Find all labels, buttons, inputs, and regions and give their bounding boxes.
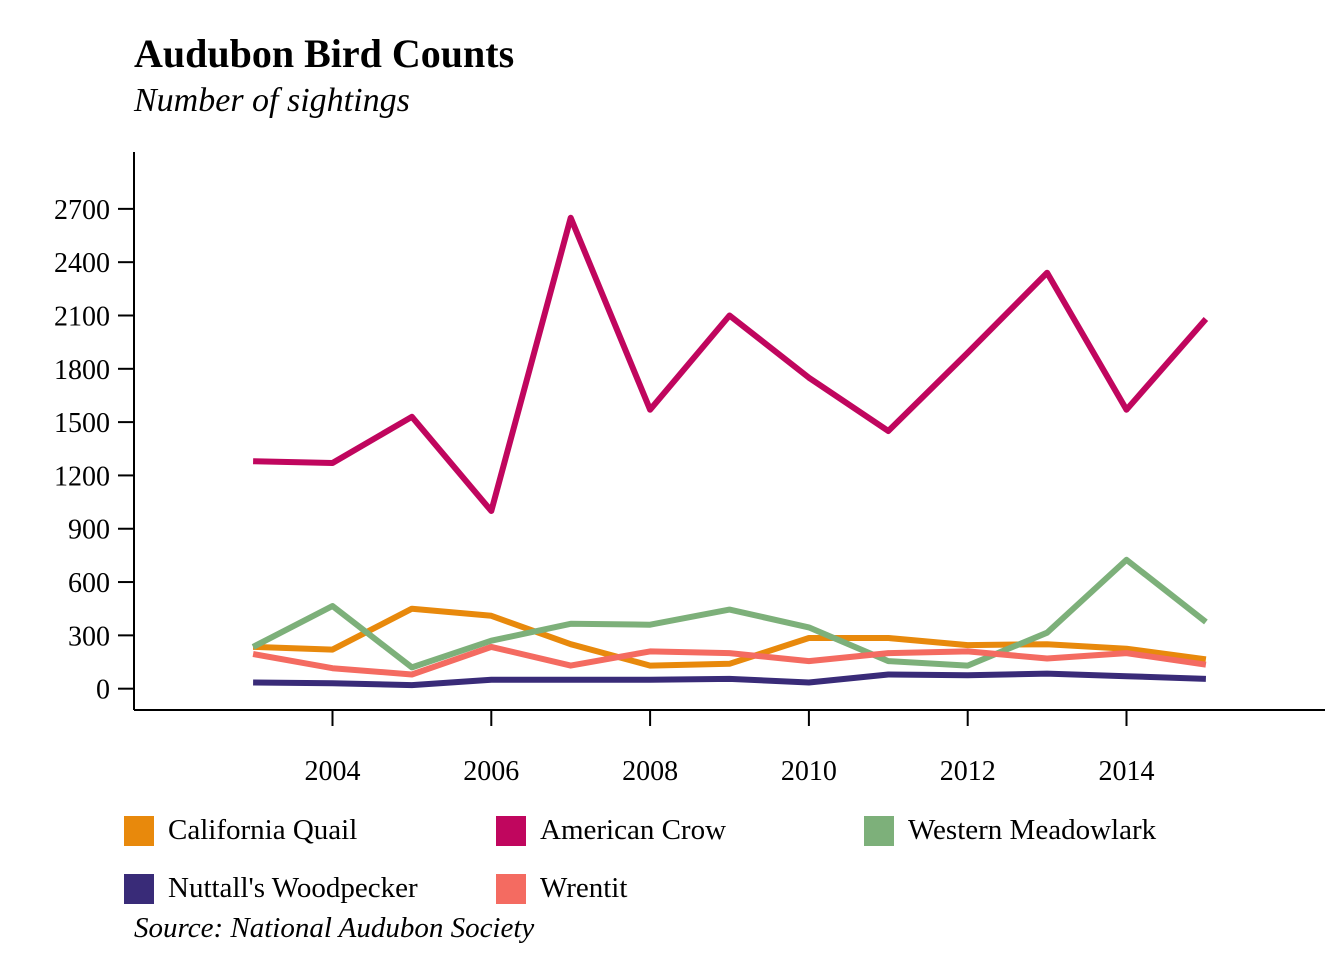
source-note: Source: National Audubon Society xyxy=(134,912,535,944)
legend-label: American Crow xyxy=(540,814,727,846)
legend-item-western-meadowlark: Western Meadowlark xyxy=(864,814,1156,847)
y-tick-label: 2700 xyxy=(54,195,110,226)
axes: 0 300 600 900 1200 1500 1800 2100 2400 2700 2004 20… xyxy=(54,152,1325,787)
series-layer xyxy=(251,214,1209,689)
y-tick-label: 1200 xyxy=(54,461,110,492)
legend-item-wrentit: Wrentit xyxy=(496,872,627,905)
legend-label: Nuttall's Woodpecker xyxy=(168,872,418,904)
series-line-western-meadowlark xyxy=(251,556,1208,671)
legend-label: Western Meadowlark xyxy=(908,814,1157,846)
series-line-american-crow xyxy=(253,214,1209,514)
legend-item-nuttall-s-woodpecker: Nuttall's Woodpecker xyxy=(124,872,418,905)
y-tick-label: 600 xyxy=(68,568,110,599)
x-tick-label: 2008 xyxy=(622,756,678,787)
y-tick-label: 300 xyxy=(68,621,110,652)
legend-swatch xyxy=(496,873,526,904)
x-tick-label: 2004 xyxy=(305,756,361,787)
legend-swatch xyxy=(124,873,154,904)
y-tick-label: 0 xyxy=(96,675,110,706)
y-tick-label: 1500 xyxy=(54,408,110,439)
y-tick-label: 900 xyxy=(68,515,110,546)
legend-swatch xyxy=(864,815,894,846)
chart-title: Audubon Bird Counts xyxy=(134,31,515,76)
x-tick-label: 2014 xyxy=(1099,756,1155,787)
series-line-california-quail xyxy=(252,605,1207,669)
series-line-wrentit xyxy=(252,643,1207,678)
legend-swatch xyxy=(124,815,154,846)
x-tick-label: 2006 xyxy=(463,756,519,787)
legend-item-california-quail: California Quail xyxy=(124,814,357,847)
legend-label: California Quail xyxy=(168,814,358,846)
y-tick-label: 2100 xyxy=(54,301,110,332)
legend-item-american-crow: American Crow xyxy=(496,814,726,847)
y-tick-label: 1800 xyxy=(54,355,110,386)
x-tick-label: 2012 xyxy=(940,756,996,787)
y-tick-label: 2400 xyxy=(54,248,110,279)
legend-label: Wrentit xyxy=(540,872,628,904)
x-tick-label: 2010 xyxy=(781,756,837,787)
chart-subtitle: Number of sightings xyxy=(134,82,410,119)
legend-swatch xyxy=(496,815,526,846)
series-line-nuttall-s-woodpecker xyxy=(253,670,1207,689)
